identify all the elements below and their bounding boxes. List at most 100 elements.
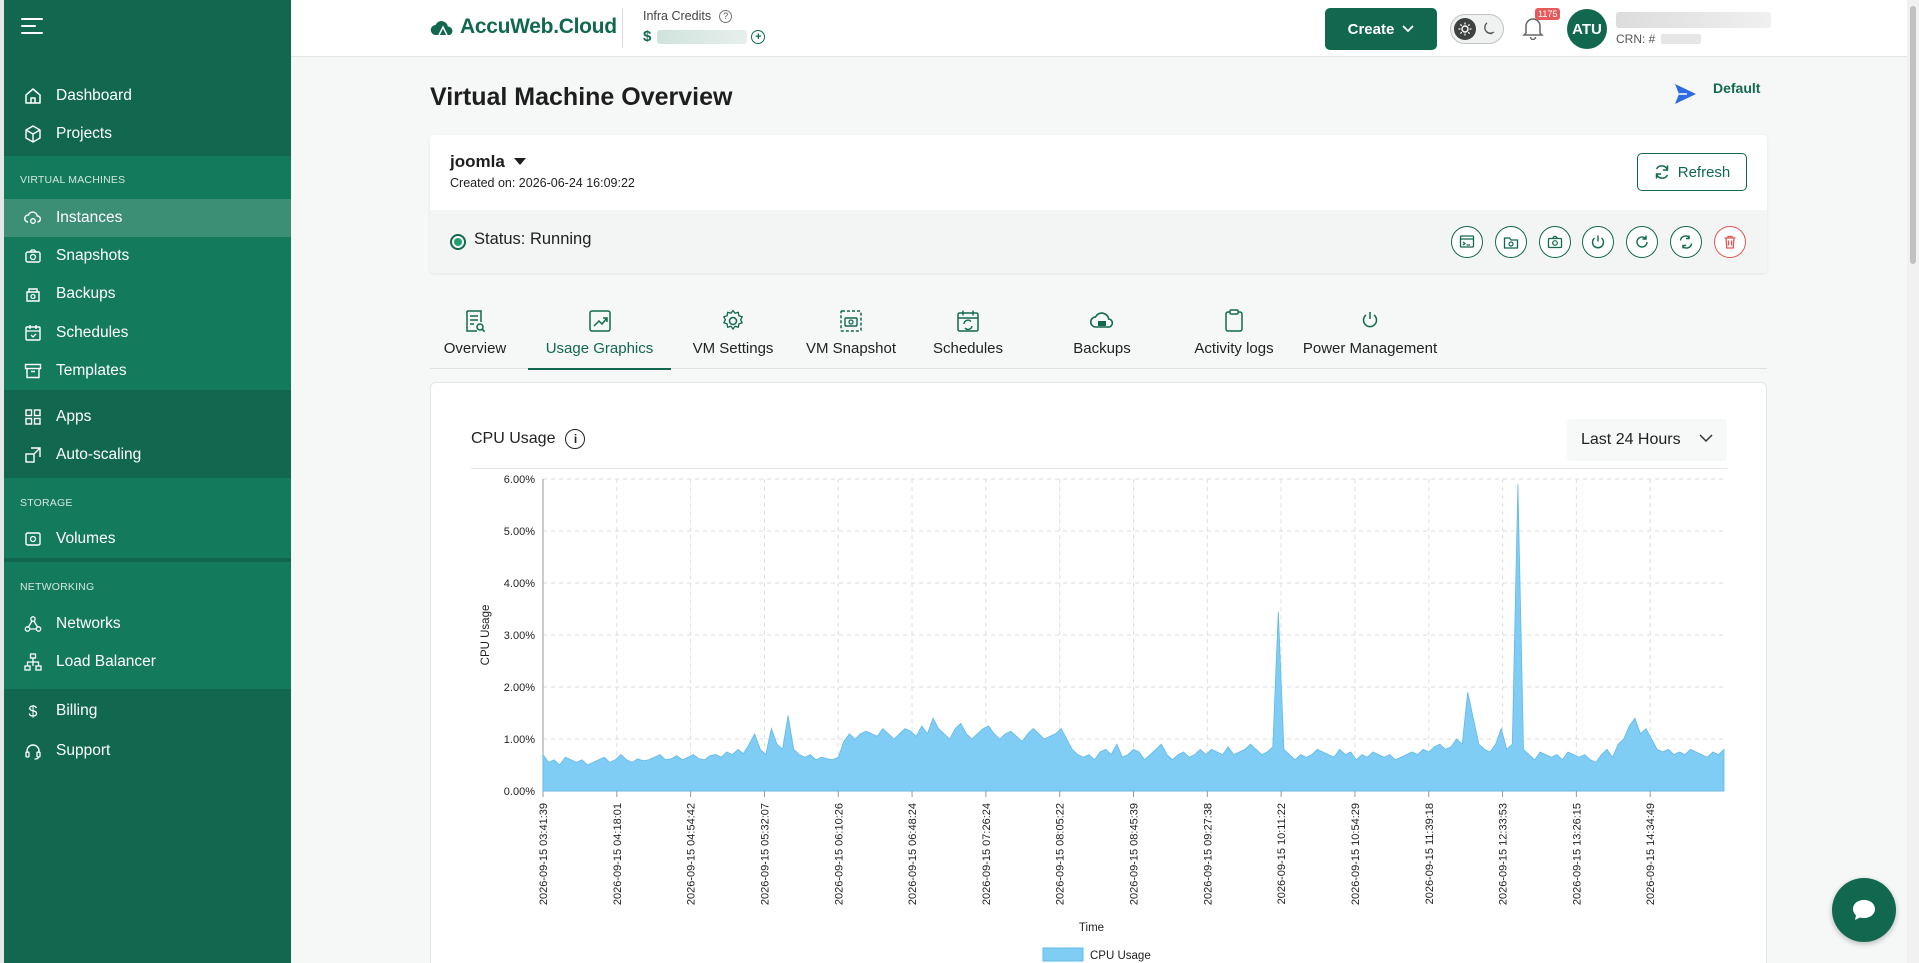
sidebar-item-instances[interactable]: Instances [4,199,291,237]
brand-logo[interactable]: AccuWeb.Cloud [430,15,617,39]
chevron-down-icon [1699,434,1713,443]
tab-overview[interactable]: Overview [441,303,509,369]
chat-button[interactable] [1832,878,1896,942]
tab-label: Schedules [932,340,1004,357]
y-tick-label: 1.00% [504,734,535,746]
sidebar-item-apps[interactable]: Apps [4,398,291,436]
tab-schedules[interactable]: Schedules [930,303,1006,369]
scaling-icon [22,444,44,466]
header-divider [471,468,1727,469]
create-button-label: Create [1347,20,1395,38]
vm-summary-card: joomla Created on: 2026-06-24 16:09:22 R… [430,135,1767,273]
swap-icon [1678,234,1694,250]
delete-button[interactable] [1714,226,1746,258]
avatar[interactable]: ATU [1567,9,1607,49]
help-icon[interactable]: ? [719,9,733,23]
time-range-select[interactable]: Last 24 Hours [1567,419,1727,461]
rebuild-button[interactable] [1670,226,1702,258]
power-button[interactable] [1582,226,1614,258]
send-icon [1673,82,1697,106]
caret-down-icon [513,158,526,166]
default-project-link[interactable]: Default [1673,80,1760,106]
trash-icon [1722,234,1738,250]
y-tick-label: 6.00% [504,474,535,486]
sidebar-item-schedules[interactable]: Schedules [4,314,291,352]
calendar-icon [22,322,44,344]
sidebar-item-projects[interactable]: Projects [4,115,291,153]
sidebar-item-networks[interactable]: Networks [4,605,291,643]
gear-icon [720,308,746,334]
crn-value-redacted [1661,34,1702,44]
tab-activity-logs[interactable]: Activity logs [1182,303,1286,369]
sidebar-item-dashboard[interactable]: Dashboard [4,77,291,115]
sidebar-item-label: Auto-scaling [56,446,142,463]
cube-icon [22,123,44,145]
cloud-logo-icon [430,18,456,36]
power-icon [1357,308,1383,334]
vm-selector[interactable]: joomla [450,152,526,172]
info-icon[interactable]: i [565,429,586,449]
legend-swatch [1042,947,1084,962]
vm-status: Status: Running [474,230,592,248]
refresh-label: Refresh [1677,163,1731,181]
add-snapshot-button[interactable] [1495,226,1527,258]
sidebar-item-label: Networks [56,615,121,632]
x-tick-label: 2026-09-15 07:26:24 [981,803,993,905]
tab-label: Overview [443,340,507,357]
tab-label: Activity logs [1194,340,1274,357]
tab-usage-graphics[interactable]: Usage Graphics [528,303,671,370]
x-tick-label: 2026-09-15 14:34:49 [1645,803,1657,905]
scrollbar-thumb[interactable] [1910,6,1916,264]
storage-section [4,478,291,558]
headset-icon [22,740,44,762]
tab-power-management[interactable]: Power Management [1298,303,1442,369]
cloud-gear-icon [22,207,44,229]
camera-icon [22,245,44,267]
sidebar-item-snapshots[interactable]: Snapshots [4,237,291,275]
theme-toggle[interactable] [1450,14,1504,44]
x-tick-label: 2026-09-15 10:11:22 [1276,803,1288,904]
moon-icon [1481,21,1497,37]
top-bar: AccuWeb.Cloud Infra Credits ? $ + Create… [291,0,1909,57]
sidebar-item-support[interactable]: Support [4,732,291,770]
page-title: Virtual Machine Overview [430,83,733,111]
vm-tabs: Overview Usage Graphics VM Settings VM S… [430,303,1767,370]
page-scrollbar[interactable] [1907,0,1919,963]
sidebar-item-volumes[interactable]: Volumes [4,520,291,558]
sidebar-item-auto-scaling[interactable]: Auto-scaling [4,436,291,474]
sidebar-item-label: Apps [56,408,92,425]
sidebar-item-load-balancer[interactable]: Load Balancer [4,643,291,681]
add-credits-icon[interactable]: + [751,29,766,44]
console-button[interactable] [1451,226,1483,258]
archive-icon [22,360,44,382]
refresh-button[interactable]: Refresh [1637,153,1747,191]
camera-icon [1547,234,1563,250]
home-icon [22,85,44,107]
brand-name: AccuWeb.Cloud [460,15,617,38]
sun-icon [1454,18,1476,40]
vm-section [4,156,291,390]
y-tick-label: 5.00% [504,526,535,538]
x-tick-label: 2026-09-15 06:48:24 [907,803,919,905]
vm-created-date: Created on: 2026-06-24 16:09:22 [450,176,635,190]
tab-backups[interactable]: Backups [1070,303,1134,369]
sidebar-item-label: Schedules [56,324,129,341]
x-tick-label: 2026-09-15 06:10:26 [833,803,845,905]
sidebar-item-label: Projects [56,125,112,142]
menu-toggle-icon[interactable] [20,16,46,38]
refresh-icon [1654,164,1678,180]
sidebar-item-billing[interactable]: $ Billing [4,692,291,730]
restart-button[interactable] [1626,226,1658,258]
snapshot-button[interactable] [1539,226,1571,258]
create-button[interactable]: Create [1325,8,1437,50]
tab-vm-snapshot[interactable]: VM Snapshot [798,303,904,369]
sidebar-item-label: Instances [56,209,123,226]
x-tick-label: 2026-09-15 09:27:38 [1202,803,1214,905]
sidebar-item-backups[interactable]: Backups [4,275,291,313]
sidebar-item-label: Volumes [56,530,116,547]
tab-label: Usage Graphics [545,340,654,357]
tab-vm-settings[interactable]: VM Settings [685,303,781,369]
sidebar-item-templates[interactable]: Templates [4,352,291,390]
x-tick-label: 2026-09-15 11:39:18 [1424,803,1436,904]
tab-label: VM Snapshot [805,340,897,357]
